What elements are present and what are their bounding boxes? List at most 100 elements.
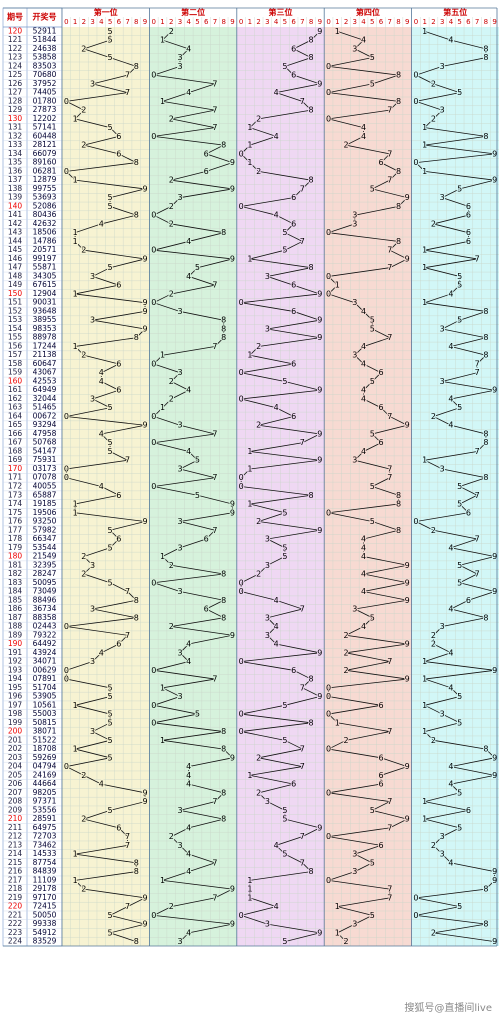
digit-point: 6 xyxy=(378,403,383,412)
winning-number: 38955 xyxy=(33,315,57,324)
winning-number: 64975 xyxy=(33,823,57,832)
digit-point: 4 xyxy=(361,394,366,403)
winning-number: 28121 xyxy=(33,140,57,149)
digit-point: 5 xyxy=(370,316,375,325)
digit-point: 0 xyxy=(413,517,418,526)
digit-point: 2 xyxy=(81,771,86,780)
digit-point: 7 xyxy=(125,841,130,850)
winning-number: 53905 xyxy=(33,692,57,701)
digit-point: 5 xyxy=(195,263,200,272)
digit-point: 1 xyxy=(422,797,427,806)
digit-point: 0 xyxy=(151,578,156,587)
period: 191 xyxy=(8,648,23,657)
winning-number: 66347 xyxy=(33,534,57,543)
winning-number: 27873 xyxy=(33,105,57,114)
digit-point: 3 xyxy=(352,867,357,876)
digit-point: 6 xyxy=(378,753,383,762)
period: 211 xyxy=(8,823,23,832)
winning-number: 53556 xyxy=(33,805,57,814)
digit-point: 7 xyxy=(125,71,130,80)
winning-number: 02443 xyxy=(33,622,57,631)
digit-point: 8 xyxy=(309,491,314,500)
winning-number: 34071 xyxy=(33,657,57,666)
digit-point: 7 xyxy=(387,893,392,902)
digit-point: 9 xyxy=(405,193,410,202)
digit-point: 6 xyxy=(466,508,471,517)
axis-digit: 8 xyxy=(134,18,138,26)
digit-point: 8 xyxy=(134,596,139,605)
digit-point: 0 xyxy=(326,508,331,517)
digit-point: 8 xyxy=(134,211,139,220)
digit-point: 2 xyxy=(431,928,436,937)
digit-point: 2 xyxy=(81,44,86,53)
digit-point: 7 xyxy=(212,106,217,115)
axis-digit: 0 xyxy=(326,18,330,26)
digit-point: 6 xyxy=(291,666,296,675)
digit-point: 5 xyxy=(370,184,375,193)
digit-point: 6 xyxy=(378,841,383,850)
digit-point: 8 xyxy=(134,158,139,167)
winning-number: 47958 xyxy=(33,429,57,438)
digit-point: 3 xyxy=(265,272,270,281)
digit-point: 7 xyxy=(475,570,480,579)
digit-point: 0 xyxy=(64,97,69,106)
digit-point: 0 xyxy=(239,911,244,920)
digit-point: 8 xyxy=(483,333,488,342)
digit-point: 9 xyxy=(492,386,497,395)
panel-title: 第一位 xyxy=(94,7,118,17)
digit-point: 0 xyxy=(64,666,69,675)
digit-point: 6 xyxy=(116,640,121,649)
digit-point: 7 xyxy=(300,605,305,614)
digit-point: 9 xyxy=(405,421,410,430)
axis-digit: 1 xyxy=(248,18,252,26)
digit-point: 3 xyxy=(90,394,95,403)
digit-point: 5 xyxy=(457,272,462,281)
digit-point: 1 xyxy=(422,675,427,684)
digit-point: 1 xyxy=(73,745,78,754)
digit-point: 1 xyxy=(160,683,165,692)
digit-point: 5 xyxy=(108,193,113,202)
digit-point: 6 xyxy=(204,535,209,544)
period: 137 xyxy=(8,175,23,184)
digit-point: 4 xyxy=(274,841,279,850)
digit-point: 5 xyxy=(108,202,113,211)
digit-point: 6 xyxy=(204,149,209,158)
digit-point: 8 xyxy=(483,132,488,141)
axis-digit: 0 xyxy=(239,18,243,26)
digit-point: 3 xyxy=(90,561,95,570)
digit-point: 1 xyxy=(335,27,340,36)
digit-point: 7 xyxy=(387,797,392,806)
winning-number: 83529 xyxy=(33,937,57,946)
digit-point: 2 xyxy=(81,106,86,115)
digit-point: 4 xyxy=(448,36,453,45)
digit-point: 9 xyxy=(492,149,497,158)
digit-point: 9 xyxy=(230,885,235,894)
period: 160 xyxy=(8,376,23,385)
digit-point: 2 xyxy=(256,517,261,526)
period: 127 xyxy=(8,88,23,97)
digit-point: 0 xyxy=(326,788,331,797)
axis-digit: 5 xyxy=(370,18,374,26)
period: 220 xyxy=(8,902,23,911)
digit-point: 5 xyxy=(457,500,462,509)
digit-point: 7 xyxy=(212,473,217,482)
digit-point: 8 xyxy=(483,745,488,754)
digit-point: 4 xyxy=(361,307,366,316)
winning-number: 21138 xyxy=(33,350,57,359)
digit-point: 6 xyxy=(378,368,383,377)
digit-point: 7 xyxy=(300,832,305,841)
digit-point: 0 xyxy=(413,71,418,80)
digit-point: 0 xyxy=(151,298,156,307)
period: 135 xyxy=(8,158,23,167)
digit-point: 4 xyxy=(361,543,366,552)
digit-point: 4 xyxy=(99,377,104,386)
axis-digit: 3 xyxy=(440,18,444,26)
digit-point: 9 xyxy=(142,893,147,902)
digit-point: 5 xyxy=(108,928,113,937)
digit-point: 7 xyxy=(387,412,392,421)
digit-point: 2 xyxy=(256,342,261,351)
digit-point: 1 xyxy=(422,167,427,176)
period: 177 xyxy=(8,525,23,534)
winning-number: 67615 xyxy=(33,280,57,289)
digit-point: 4 xyxy=(274,640,279,649)
